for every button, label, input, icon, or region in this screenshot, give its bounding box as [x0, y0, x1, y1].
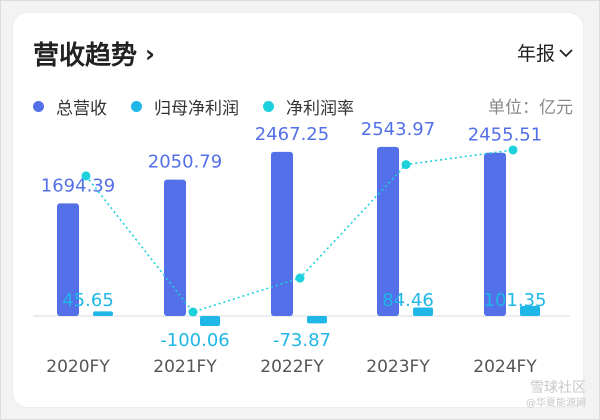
revenue-bar — [484, 152, 506, 316]
net-profit-data-label: 45.65 — [62, 290, 114, 311]
revenue-data-label: 2050.79 — [148, 152, 222, 173]
net-margin-point — [188, 307, 198, 317]
period-label: 年报 — [516, 43, 555, 65]
revenue-bar — [57, 203, 79, 316]
legend-dot — [33, 100, 44, 112]
watermark-line1: 雪球社区 — [530, 380, 586, 396]
net-profit-bar — [200, 316, 220, 327]
period-selector[interactable]: 年报 — [517, 39, 573, 66]
chevron-down-icon — [559, 48, 573, 57]
x-tick-label: 2024FY — [473, 357, 537, 377]
net-margin-point — [508, 145, 518, 155]
card-header: 营收趋势 › 年报 — [33, 35, 573, 75]
card-title: 营收趋势 — [33, 41, 138, 71]
net-profit-data-label: -100.06 — [160, 330, 229, 351]
net-profit-data-label: -73.87 — [273, 330, 331, 351]
watermark: 雪球社区 @华夏能源网 — [526, 380, 586, 412]
legend-item-net-profit[interactable]: 归母净利润 — [131, 94, 239, 119]
unit-label: 单位：亿元 — [488, 98, 573, 118]
legend-label: 净利润率 — [286, 98, 354, 119]
x-tick-label: 2020FY — [46, 357, 110, 377]
revenue-data-label: 1694.39 — [41, 175, 115, 196]
net-margin-line — [85, 149, 514, 313]
revenue-bar — [271, 151, 293, 316]
net-margin-point — [401, 160, 411, 170]
legend-item-revenue[interactable]: 总营收 — [33, 94, 107, 119]
net-profit-bar — [93, 311, 113, 316]
net-profit-bar — [520, 305, 540, 316]
x-tick-label: 2023FY — [366, 357, 430, 377]
x-tick-label: 2021FY — [153, 357, 217, 377]
watermark-line2: @华夏能源网 — [526, 398, 586, 409]
net-margin-point — [81, 171, 91, 181]
net-profit-bar — [413, 307, 433, 316]
x-tick-label: 2022FY — [260, 357, 324, 377]
net-margin-point — [295, 273, 305, 283]
title-link[interactable]: 营收趋势 › — [33, 35, 155, 72]
revenue-bar — [164, 179, 186, 316]
net-profit-data-label: 84.46 — [382, 290, 434, 311]
legend-dot — [263, 100, 274, 112]
chevron-right-icon: › — [145, 39, 155, 68]
revenue-data-label: 2455.51 — [468, 125, 542, 146]
net-profit-bar — [307, 316, 327, 324]
legend-item-net-margin[interactable]: 净利润率 — [263, 94, 354, 119]
legend-label: 归母净利润 — [154, 98, 239, 119]
revenue-data-label: 2543.97 — [361, 119, 435, 140]
legend-dot — [131, 100, 142, 112]
revenue-data-label: 2467.25 — [255, 124, 329, 145]
net-profit-data-label: 101.35 — [484, 290, 547, 311]
legend-label: 总营收 — [56, 98, 107, 119]
legend: 总营收 归母净利润 净利润率 单位：亿元 — [33, 93, 573, 119]
